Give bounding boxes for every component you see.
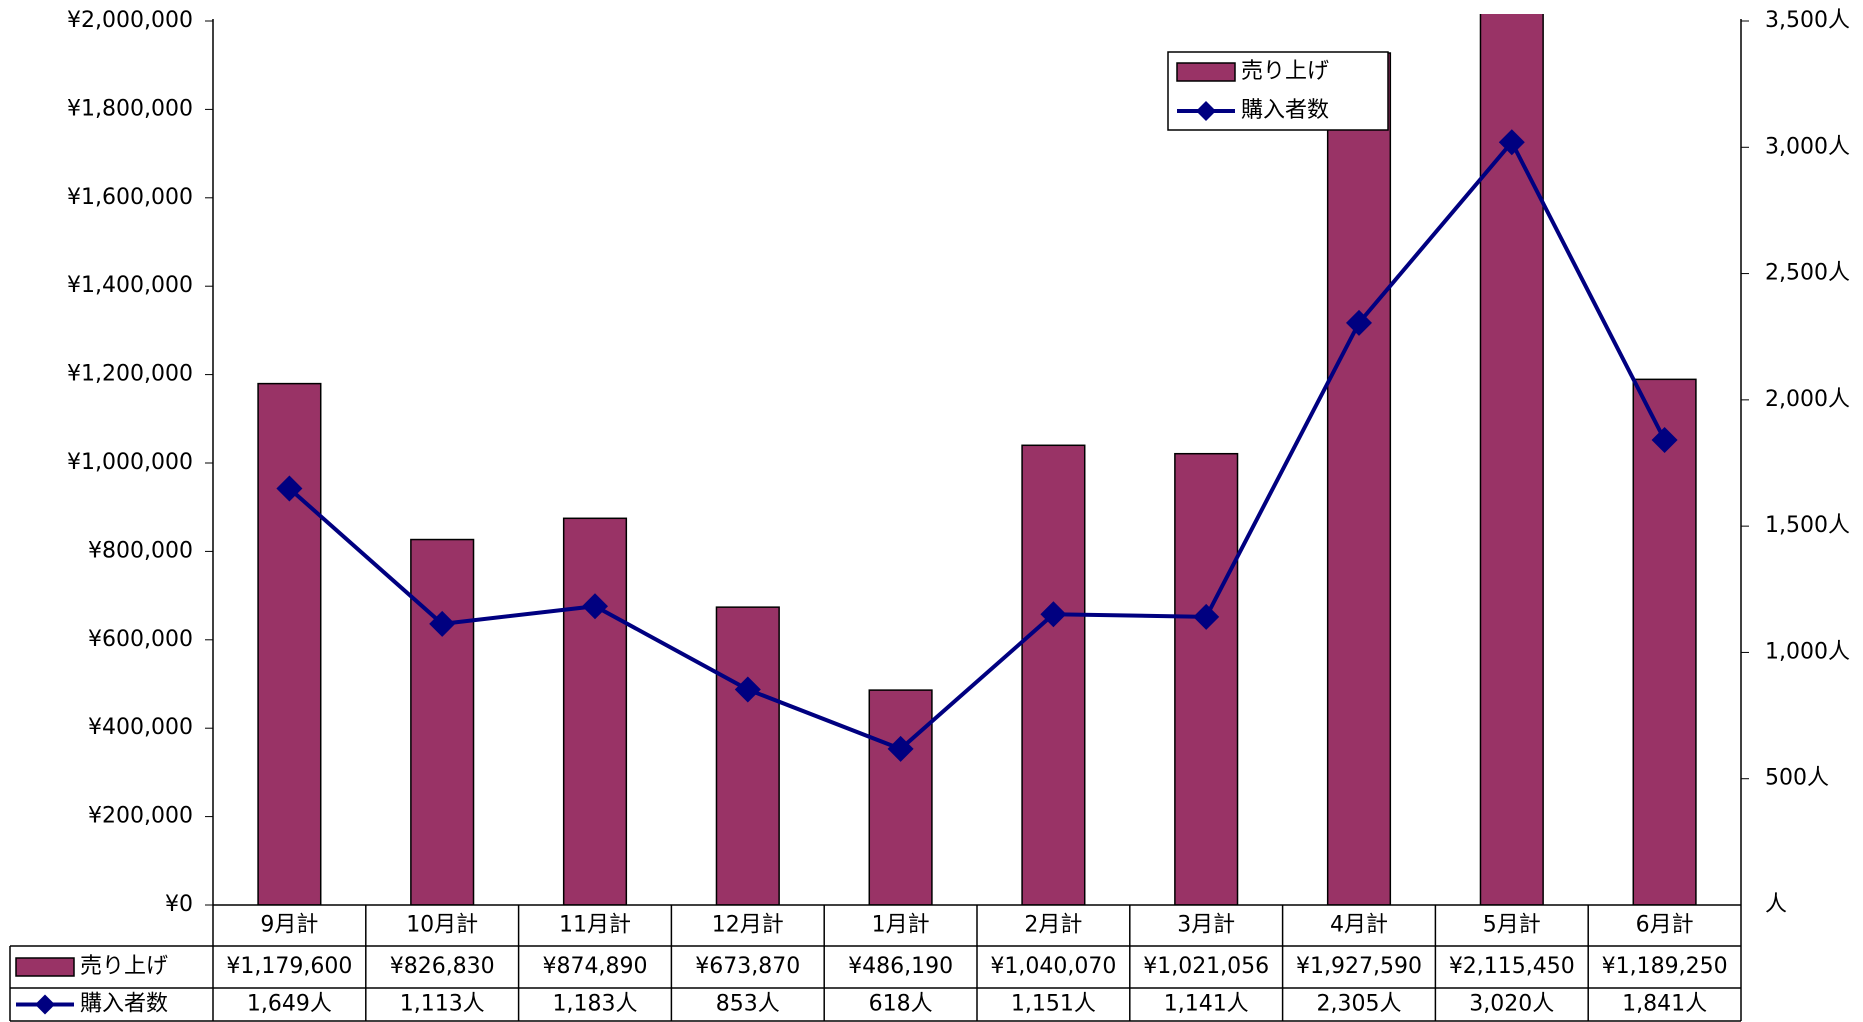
legend-swatch [15,957,75,977]
bar [1479,14,1544,905]
table-value: ¥826,830 [390,954,495,979]
y2-tick-label: 1,500人 [1765,513,1850,538]
table-value: ¥1,021,056 [1143,954,1269,979]
table-value: 1,151人 [1011,992,1096,1017]
y2-tick-label: 人 [1765,892,1787,917]
y2-tick-label: 2,000人 [1765,387,1850,412]
table-value: ¥1,927,590 [1296,954,1422,979]
x-tick-label: 5月計 [1483,913,1541,938]
table-value: 618人 [869,992,933,1017]
x-tick-label: 9月計 [260,913,318,938]
table-value: ¥1,179,600 [226,954,352,979]
y-tick-label: ¥0 [165,892,193,917]
x-tick-label: 4月計 [1330,913,1388,938]
line [288,138,1667,752]
table-value: 1,113人 [400,992,485,1017]
bar [1632,378,1697,905]
y-tick-label: ¥600,000 [88,627,193,652]
bar [1174,452,1239,905]
table-value: 1,649人 [247,992,332,1017]
marker [734,676,761,703]
bar [257,382,322,905]
table-value: ¥1,189,250 [1602,954,1728,979]
marker [1346,309,1372,336]
marker [1193,603,1220,630]
x-tick-label: 10月計 [406,913,478,938]
bar [1326,52,1392,905]
y2-tick-label: 500人 [1765,766,1829,791]
bar [410,538,475,905]
marker [276,475,303,502]
table-value: ¥486,190 [848,954,953,979]
bars [257,14,1697,905]
y-tick-label: ¥800,000 [88,538,193,563]
table-value: 3,020人 [1469,992,1554,1017]
table-value: ¥1,040,070 [990,954,1116,979]
x-tick-label: 11月計 [559,913,631,938]
x-tick-label: 6月計 [1636,913,1694,938]
y-tick-label: ¥1,800,000 [67,96,193,121]
x-tick-label: 3月計 [1177,913,1235,938]
table-value: 2,305人 [1317,992,1402,1017]
bar [562,517,628,905]
legend-swatch [1196,101,1216,121]
table-value: 1,141人 [1164,992,1249,1017]
table-value: 1,183人 [553,992,638,1017]
marker [582,593,608,620]
x-tick-label: 1月計 [872,913,930,938]
y-tick-label: ¥1,600,000 [67,185,193,210]
marker [1498,129,1525,156]
y-tick-label: ¥200,000 [88,804,193,829]
marker [429,610,456,637]
legend-label: 売り上げ [80,954,168,979]
table-value: ¥673,870 [695,954,800,979]
legend-label: 購入者数 [80,992,168,1017]
marker [887,735,914,762]
table-value: ¥2,115,450 [1449,954,1575,979]
y2-tick-label: 3,000人 [1765,134,1850,159]
legend-swatch [1176,62,1236,82]
bar [868,689,933,905]
y-tick-label: ¥1,200,000 [67,362,193,387]
y-tick-label: ¥1,000,000 [67,450,193,475]
legend-label: 購入者数 [1241,98,1329,123]
y2-tick-label: 1,000人 [1765,639,1850,664]
y-tick-label: ¥400,000 [88,715,193,740]
bar [1021,444,1086,905]
x-tick-label: 2月計 [1024,913,1082,938]
table-value: 853人 [716,992,780,1017]
table-value: 1,841人 [1622,992,1707,1017]
y-tick-label: ¥2,000,000 [67,8,193,33]
table-value: ¥874,890 [543,954,648,979]
bar [715,606,780,905]
y2-tick-label: 2,500人 [1765,261,1850,286]
x-tick-label: 12月計 [712,913,784,938]
legend-label: 売り上げ [1241,59,1329,84]
marker [1651,427,1678,454]
legend-swatch [35,994,55,1015]
y2-tick-label: 3,500人 [1765,8,1850,33]
marker [1040,601,1067,628]
y-tick-label: ¥1,400,000 [67,273,193,298]
